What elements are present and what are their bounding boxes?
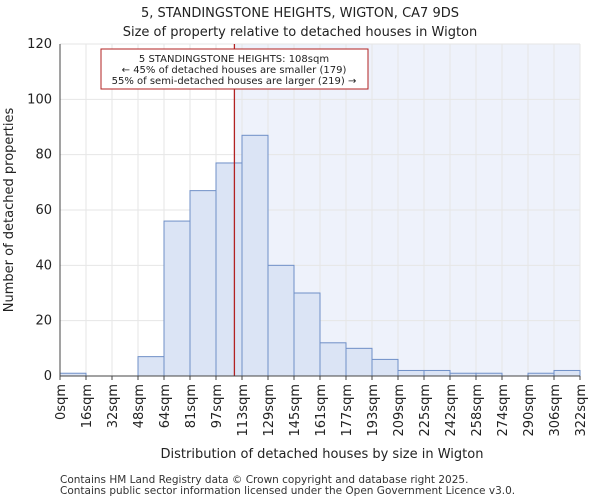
histogram-bar xyxy=(241,134,269,377)
y-tick-label: 40 xyxy=(35,258,52,273)
histogram-bar xyxy=(215,162,243,377)
x-tick-label: 209sqm xyxy=(392,384,407,437)
x-tick-label: 306sqm xyxy=(548,384,563,437)
x-tick-label: 32sqm xyxy=(106,384,121,428)
histogram-bar xyxy=(319,342,347,377)
x-tick-label: 290sqm xyxy=(522,384,537,437)
x-tick-label: 0sqm xyxy=(54,384,69,420)
histogram-bar xyxy=(189,190,217,377)
annotation-line-3: 55% of semi-detached houses are larger (… xyxy=(112,76,357,87)
y-tick-label: 60 xyxy=(35,203,52,218)
histogram-bar xyxy=(423,369,451,377)
x-tick-label: 81sqm xyxy=(184,384,199,428)
histogram-bar xyxy=(137,356,165,377)
x-tick-label: 129sqm xyxy=(262,384,277,437)
x-tick-label: 225sqm xyxy=(418,384,433,437)
histogram-bar xyxy=(553,369,581,377)
y-tick-label: 100 xyxy=(27,92,52,107)
x-tick-label: 274sqm xyxy=(496,384,511,437)
y-tick-label: 120 xyxy=(27,37,52,52)
x-tick-label: 193sqm xyxy=(366,384,381,437)
footer-line-1: Contains HM Land Registry data © Crown c… xyxy=(60,474,468,486)
y-axis-label: Number of detached properties xyxy=(2,108,17,313)
y-tick-label: 80 xyxy=(35,148,52,163)
y-tick-label: 0 xyxy=(44,369,52,384)
x-tick-label: 322sqm xyxy=(574,384,589,437)
histogram-bar xyxy=(371,358,399,377)
chart-title: 5, STANDINGSTONE HEIGHTS, WIGTON, CA7 9D… xyxy=(141,6,459,21)
histogram-bar xyxy=(293,292,321,377)
x-tick-label: 113sqm xyxy=(236,384,251,437)
x-tick-label: 97sqm xyxy=(210,384,225,428)
chart-subtitle: Size of property relative to detached ho… xyxy=(123,25,478,40)
x-tick-label: 16sqm xyxy=(80,384,95,428)
plot-area: 0 20 40 60 80 100 120 0sqm 16sqm 32sqm 48sqm 64sqm 8… xyxy=(27,37,589,437)
histogram-bar xyxy=(267,264,295,377)
histogram-bar xyxy=(345,347,373,377)
x-axis-label: Distribution of detached houses by size … xyxy=(161,447,484,462)
annotation-box xyxy=(100,48,369,90)
annotation-line-2: ← 45% of detached houses are smaller (17… xyxy=(122,65,347,76)
x-tick-label: 242sqm xyxy=(444,384,459,437)
x-tick-label: 161sqm xyxy=(314,384,329,437)
x-tick-label: 177sqm xyxy=(340,384,355,437)
y-tick-label: 20 xyxy=(35,314,52,329)
annotation-line-1: 5 STANDINGSTONE HEIGHTS: 108sqm xyxy=(139,54,329,65)
x-tick-label: 145sqm xyxy=(288,384,303,437)
footer-line-2: Contains public sector information licen… xyxy=(60,485,515,497)
histogram-bar xyxy=(163,220,191,377)
x-tick-label: 48sqm xyxy=(132,384,147,428)
histogram-bar xyxy=(397,369,425,377)
x-tick-label: 64sqm xyxy=(158,384,173,428)
x-tick-label: 258sqm xyxy=(470,384,485,437)
